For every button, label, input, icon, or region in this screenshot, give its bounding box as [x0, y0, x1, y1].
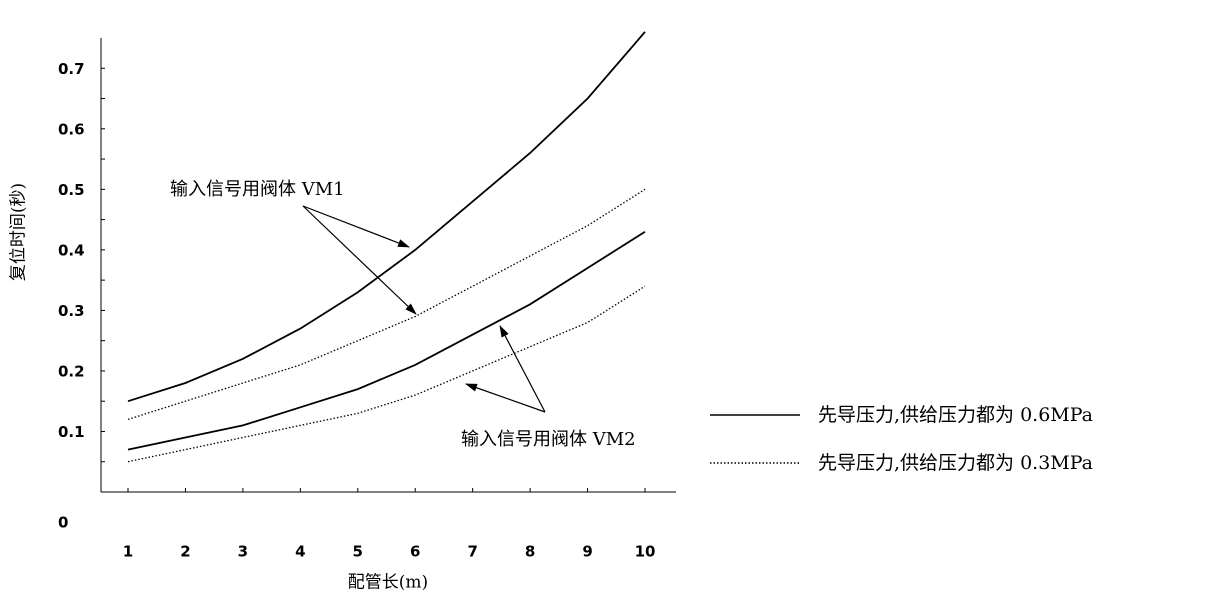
- x-tick-label: 6: [410, 543, 420, 561]
- annotation-vm2-arrow-solid: [499, 325, 546, 413]
- x-tick-label: 9: [582, 543, 592, 561]
- series-line-vm2-solid: [127, 230, 646, 451]
- x-tick-label: 5: [353, 543, 363, 561]
- x-tick-label: 1: [123, 543, 133, 561]
- y-tick-label: 0.5: [58, 181, 85, 199]
- annotations: 输入信号用阀体 VM1 输入信号用阀体 VM2: [170, 179, 636, 450]
- series-line-vm1-solid: [127, 31, 646, 403]
- legend: 先导压力,供给压力都为 0.6MPa 先导压力,供给压力都为 0.3MPa: [710, 404, 1093, 474]
- annotation-vm2-label: 输入信号用阀体 VM2: [461, 429, 636, 450]
- annotation-vm2-arrow-dotted: [465, 383, 546, 413]
- y-tick-label: 0: [58, 514, 68, 532]
- x-tick-label: 3: [238, 543, 248, 561]
- x-tick-label: 2: [180, 543, 190, 561]
- axes: 0 0.1 0.2 0.3 0.4 0.5 0.6 0.7 1 2 3 4 5 6 7 8 9 10 配管长(m) 复…: [9, 38, 676, 593]
- annotation-vm1-arrow-solid: [302, 205, 410, 248]
- x-tick-label: 4: [295, 543, 305, 561]
- y-tick-label: 0.3: [58, 302, 85, 320]
- x-axis-title: 配管长(m): [348, 573, 428, 593]
- annotation-vm1-arrow-dotted: [302, 205, 417, 315]
- y-tick-label: 0.7: [58, 60, 85, 78]
- plot-area: [127, 31, 646, 463]
- y-tick-label: 0.1: [58, 423, 85, 441]
- x-tick-label: 10: [635, 543, 656, 561]
- x-tick-label: 8: [525, 543, 535, 561]
- legend-label-dotted: 先导压力,供给压力都为 0.3MPa: [818, 452, 1093, 474]
- series-line-vm2-dotted: [127, 285, 646, 463]
- y-tick-label: 0.2: [58, 362, 85, 380]
- y-tick-label: 0.4: [58, 241, 85, 259]
- x-tick-label: 7: [467, 543, 477, 561]
- y-axis-title: 复位时间(秒): [9, 183, 29, 281]
- annotation-vm1-label: 输入信号用阀体 VM1: [170, 179, 345, 200]
- series-line-vm1-dotted: [127, 188, 646, 421]
- y-tick-label: 0.6: [58, 120, 85, 138]
- legend-label-solid: 先导压力,供给压力都为 0.6MPa: [818, 404, 1093, 426]
